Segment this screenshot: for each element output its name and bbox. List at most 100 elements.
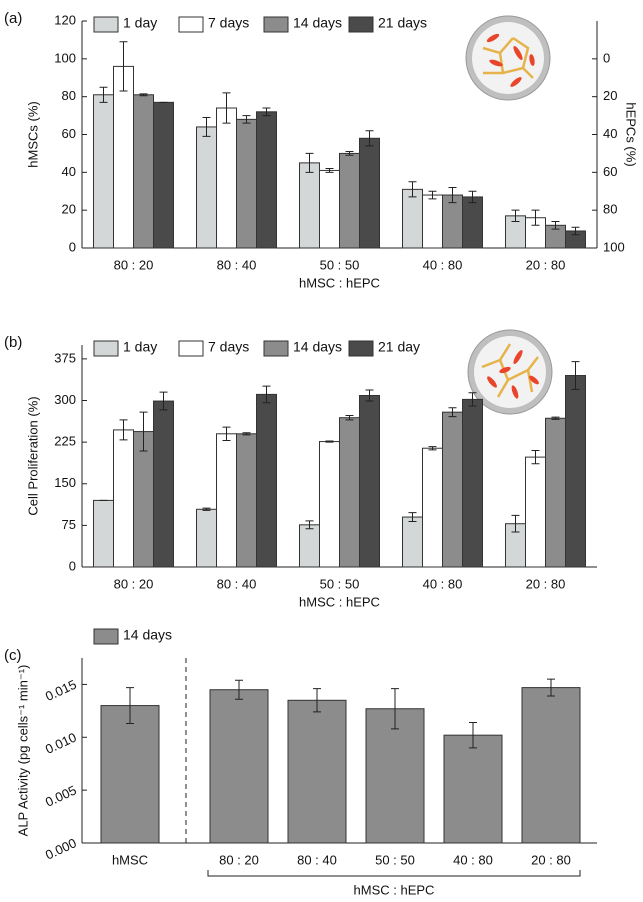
y-tick-label: 300 bbox=[54, 392, 76, 407]
y-tick-label: 0.010 bbox=[43, 730, 79, 757]
bar bbox=[114, 430, 134, 567]
legend-swatch bbox=[264, 341, 288, 356]
legend-label: 21 days bbox=[378, 15, 427, 31]
x-tick-label: 40 : 80 bbox=[423, 576, 463, 591]
bar bbox=[522, 688, 580, 843]
y-tick-label: 0 bbox=[69, 239, 76, 254]
bar bbox=[463, 399, 483, 567]
y2-tick-label: 40 bbox=[603, 126, 617, 141]
legend-label: 14 days bbox=[293, 339, 342, 355]
x-axis-label: hMSC : hEPC bbox=[299, 594, 380, 609]
bar bbox=[566, 376, 586, 567]
bar bbox=[154, 401, 174, 567]
y-tick-label: 0.005 bbox=[43, 782, 79, 809]
x-axis-label: hMSC : hEPC bbox=[299, 275, 380, 290]
bar bbox=[257, 112, 277, 248]
legend-label: 21 day bbox=[378, 339, 420, 355]
y-tick-label: 75 bbox=[62, 517, 76, 532]
legend-label: 1 day bbox=[123, 339, 157, 355]
y2-tick-label: 100 bbox=[603, 239, 625, 254]
y-tick-label: 0.000 bbox=[43, 835, 79, 862]
x-tick-label: 20 : 80 bbox=[526, 576, 566, 591]
x-tick-label: 80 : 40 bbox=[217, 576, 257, 591]
bar bbox=[443, 412, 463, 567]
y2-tick-label: 80 bbox=[603, 202, 617, 217]
y-tick-label: 225 bbox=[54, 434, 76, 449]
legend-swatch bbox=[349, 341, 373, 356]
bar bbox=[340, 153, 360, 248]
panel-label: (b) bbox=[4, 334, 22, 351]
x-tick-label: 50 : 50 bbox=[320, 576, 360, 591]
y-tick-label: 0.015 bbox=[43, 677, 79, 704]
y2-tick-label: 20 bbox=[603, 88, 617, 103]
bar bbox=[320, 170, 340, 248]
x-tick-label: 80 : 20 bbox=[114, 257, 154, 272]
y-tick-label: 150 bbox=[54, 475, 76, 490]
bar bbox=[237, 119, 257, 248]
legend-swatch bbox=[94, 17, 118, 32]
bar bbox=[94, 95, 114, 248]
bar bbox=[360, 138, 380, 248]
y2-tick-label: 60 bbox=[603, 164, 617, 179]
bar bbox=[217, 434, 237, 567]
bar bbox=[300, 163, 320, 248]
x-tick-label: 40 : 80 bbox=[453, 852, 493, 867]
bar bbox=[134, 95, 154, 248]
x-tick-label: 80 : 20 bbox=[114, 576, 154, 591]
y-axis-label: hMSCs (%) bbox=[25, 101, 40, 167]
bar bbox=[114, 66, 134, 248]
figure: (a)020406080100120hMSCs (%)020406080100h… bbox=[0, 0, 643, 902]
bar bbox=[526, 457, 546, 567]
legend-label: 1 day bbox=[123, 15, 157, 31]
bar bbox=[154, 102, 174, 248]
x-tick-label: 20 : 80 bbox=[531, 852, 571, 867]
bar bbox=[101, 706, 159, 843]
bar bbox=[217, 108, 237, 248]
x-tick-label: 80 : 40 bbox=[297, 852, 337, 867]
legend-label: 14 days bbox=[293, 15, 342, 31]
bar bbox=[94, 500, 114, 567]
bar bbox=[546, 418, 566, 567]
x-tick-label: 80 : 20 bbox=[219, 852, 259, 867]
bar bbox=[197, 127, 217, 248]
x-tick-label: 80 : 40 bbox=[217, 257, 257, 272]
legend-swatch bbox=[179, 17, 203, 32]
legend-label: 14 days bbox=[123, 627, 172, 643]
y-tick-label: 20 bbox=[62, 202, 76, 217]
bracket bbox=[208, 870, 580, 876]
bar bbox=[210, 690, 268, 843]
page: (a)020406080100120hMSCs (%)020406080100h… bbox=[0, 0, 643, 902]
bar bbox=[340, 418, 360, 567]
y2-axis-label: hEPCs (%) bbox=[624, 102, 639, 166]
bar bbox=[197, 509, 217, 567]
y-tick-label: 0 bbox=[69, 558, 76, 573]
y-tick-label: 40 bbox=[62, 164, 76, 179]
y-tick-label: 80 bbox=[62, 88, 76, 103]
bar bbox=[288, 700, 346, 843]
bar bbox=[300, 525, 320, 567]
bar bbox=[403, 189, 423, 248]
x-tick-label: hMSC bbox=[112, 852, 148, 867]
x-tick-label: 50 : 50 bbox=[320, 257, 360, 272]
x-tick-label: 50 : 50 bbox=[375, 852, 415, 867]
legend-swatch bbox=[94, 629, 118, 644]
y-tick-label: 120 bbox=[54, 12, 76, 27]
x-tick-label: 40 : 80 bbox=[423, 257, 463, 272]
petri-dish-icon bbox=[466, 16, 550, 100]
bar bbox=[320, 442, 340, 567]
bar bbox=[237, 434, 257, 567]
bar bbox=[360, 396, 380, 567]
panel-label: (a) bbox=[4, 10, 22, 27]
bar bbox=[444, 735, 502, 843]
y-axis-label: ALP Activity (pg cells⁻¹ min⁻¹) bbox=[15, 665, 30, 837]
legend-swatch bbox=[264, 17, 288, 32]
x-axis-label: hMSC : hEPC bbox=[354, 882, 435, 897]
y-tick-label: 60 bbox=[62, 126, 76, 141]
x-tick-label: 20 : 80 bbox=[526, 257, 566, 272]
bar bbox=[134, 432, 154, 567]
legend-swatch bbox=[349, 17, 373, 32]
panel-label: (c) bbox=[4, 647, 22, 664]
bar bbox=[257, 394, 277, 567]
y2-tick-label: 0 bbox=[603, 50, 610, 65]
bar bbox=[423, 195, 443, 248]
